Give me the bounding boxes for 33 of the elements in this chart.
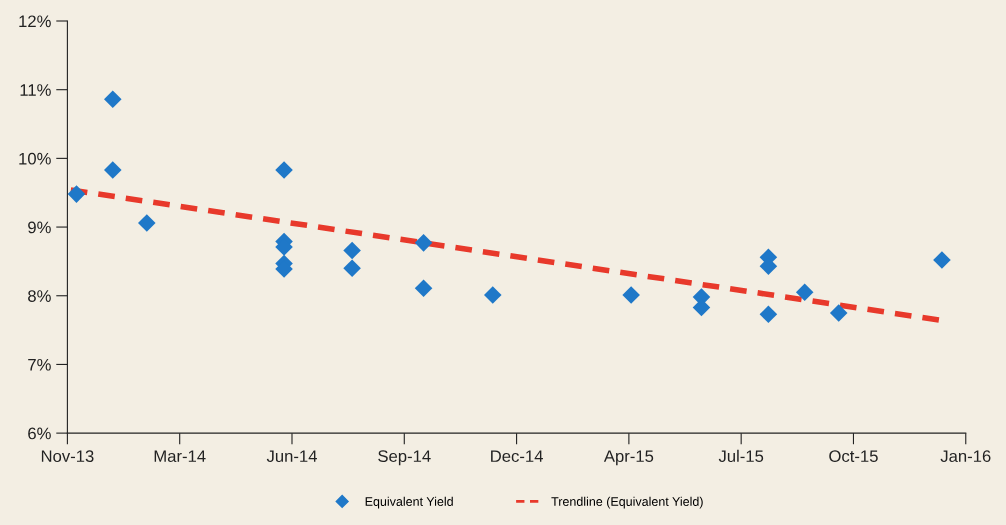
point [759,305,778,324]
y-tick-label: 6% [28,427,51,440]
point [138,214,156,232]
x-tick-label: Mar-14 [154,450,206,463]
x-tick-label: Dec-14 [491,450,543,463]
x-tick-label: Jun-14 [266,450,317,463]
point [67,185,86,203]
y-tick-label: 9% [28,221,51,234]
point [829,304,848,322]
legend-label: Trendline (Equivalent Yield) [551,496,703,509]
point [622,286,640,304]
point [483,286,502,304]
point [414,234,433,252]
point [275,161,293,179]
x-tick-label: Apr-15 [603,450,654,466]
point [103,161,122,179]
x-tick-label: Jul-15 [718,449,764,463]
x-tick-label: Nov-13 [41,450,94,463]
x-tick-label: Oct-15 [829,450,878,463]
x-tick-label: Jan-16 [940,450,991,463]
y-tick-label: 10% [19,152,51,165]
y-tick-label: 12% [19,15,51,28]
legend-label: Equivalent Yield [365,496,453,509]
x-tick-label: Sep-14 [378,450,431,466]
point [103,90,122,109]
y-tick-label: 8% [28,290,51,302]
point [414,279,433,297]
point [795,283,814,302]
y-tick-label: 7% [28,358,51,371]
point [343,259,361,278]
y-tick-label: 11% [20,84,51,96]
point [933,251,951,269]
point [343,241,361,260]
